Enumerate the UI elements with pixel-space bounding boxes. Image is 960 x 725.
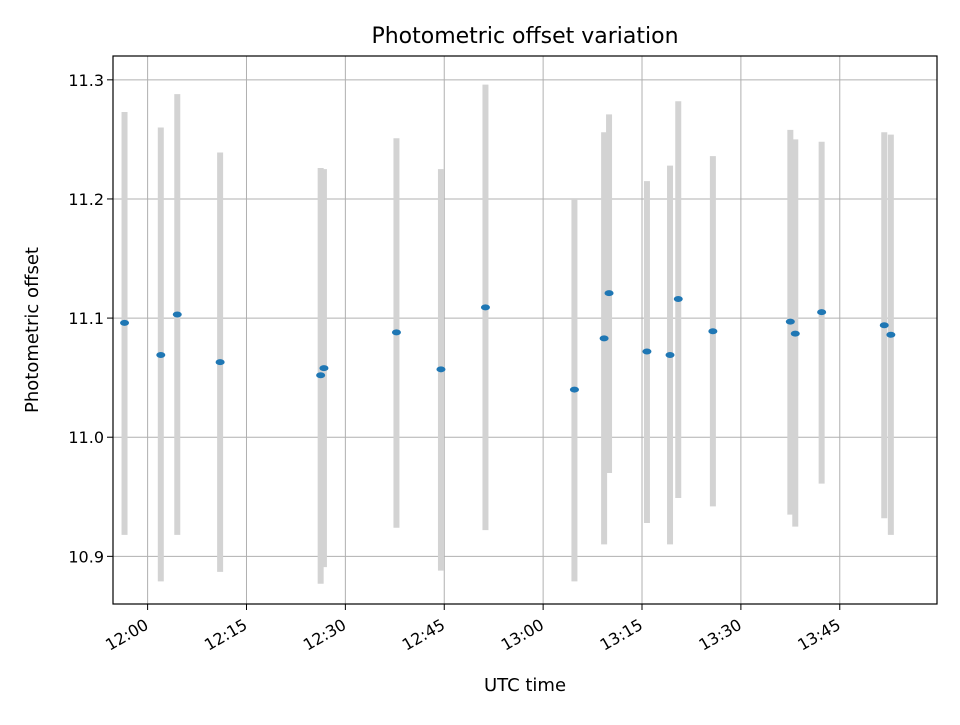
data-point (604, 290, 614, 297)
y-tick-label: 11.3 (68, 71, 104, 90)
x-tick-label: 12:30 (300, 615, 349, 655)
data-point (391, 329, 401, 336)
data-point (785, 318, 795, 325)
x-tick-label: 13:45 (794, 615, 843, 655)
y-tick-layer: 10.9 11.0 11.1 11.2 11.3 (68, 71, 113, 566)
data-point (319, 365, 329, 372)
grid-layer (113, 56, 937, 604)
y-axis-label: Photometric offset (22, 247, 43, 413)
data-point (569, 386, 579, 393)
x-tick-label: 12:15 (201, 615, 250, 655)
data-point (886, 331, 896, 338)
data-point (316, 372, 326, 379)
data-point (642, 348, 652, 355)
x-axis-label: UTC time (484, 675, 566, 696)
data-point (480, 304, 490, 311)
x-tick-label: 13:30 (695, 615, 744, 655)
data-point (879, 322, 889, 329)
data-point (156, 352, 166, 359)
errorbar-layer (121, 84, 894, 584)
data-point (665, 352, 675, 359)
data-point (790, 330, 800, 337)
data-point (215, 359, 225, 366)
x-tick-label: 12:45 (399, 615, 448, 655)
marker-layer (120, 290, 896, 393)
data-point (436, 366, 446, 373)
x-tick-label: 13:00 (498, 615, 547, 655)
y-tick-label: 11.1 (68, 309, 104, 328)
x-tick-label: 13:15 (597, 615, 646, 655)
y-tick-label: 10.9 (68, 547, 104, 566)
x-tick-layer: 12:00 12:15 12:30 12:45 13:00 13:15 13:30 13:45 (102, 604, 844, 655)
chart-title: Photometric offset variation (371, 24, 678, 49)
data-point (673, 296, 683, 303)
y-tick-label: 11.2 (68, 190, 104, 209)
data-point (172, 311, 182, 318)
data-point (120, 319, 130, 326)
data-point (708, 328, 718, 335)
y-tick-label: 11.0 (68, 428, 104, 447)
data-point (599, 335, 609, 342)
x-tick-label: 12:00 (102, 615, 151, 655)
data-point (817, 309, 827, 316)
plot-frame (112, 55, 938, 605)
